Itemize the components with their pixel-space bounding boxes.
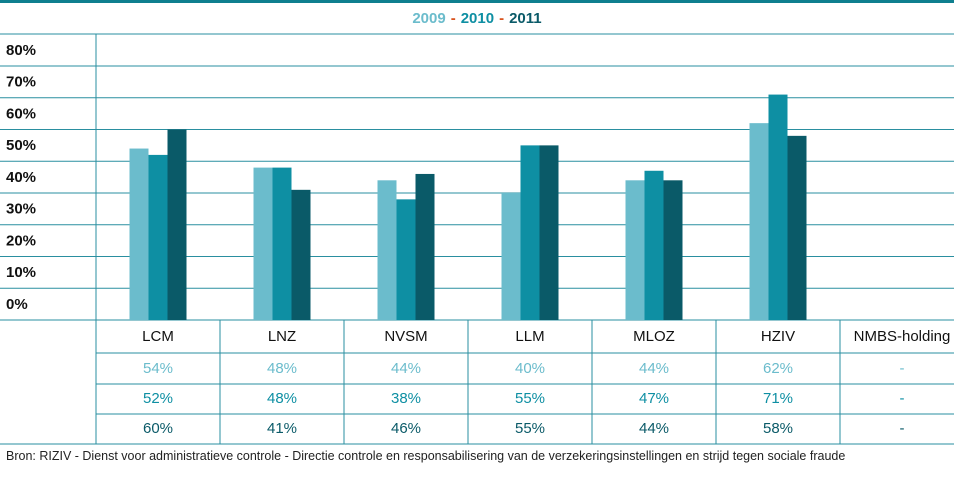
- y-tick-label: 0%: [6, 296, 28, 313]
- y-tick-label: 40%: [6, 169, 36, 186]
- value-label: 40%: [515, 360, 545, 377]
- value-label: 47%: [639, 390, 669, 407]
- value-label: 44%: [391, 360, 421, 377]
- y-tick-label: 10%: [6, 264, 36, 281]
- bar: [415, 173, 435, 320]
- y-tick-label: 50%: [6, 137, 36, 154]
- bar: [148, 154, 168, 320]
- legend-separator: -: [499, 10, 504, 27]
- value-label: 46%: [391, 420, 421, 437]
- bar: [644, 170, 664, 320]
- legend: 2009-2010-2011: [412, 10, 541, 27]
- x-tick-label: NVSM: [384, 328, 427, 345]
- y-tick-label: 70%: [6, 74, 36, 91]
- x-tick-label: NMBS-holding: [854, 328, 951, 345]
- x-tick-label: HZIV: [761, 328, 795, 345]
- value-label: 44%: [639, 360, 669, 377]
- value-label: 55%: [515, 390, 545, 407]
- bar: [129, 148, 149, 320]
- value-label: 55%: [515, 420, 545, 437]
- x-tick-label: LCM: [142, 328, 174, 345]
- bar: [749, 123, 769, 321]
- legend-entry: 2011: [509, 10, 542, 27]
- bar: [520, 145, 540, 320]
- value-label: -: [900, 390, 905, 407]
- y-tick-label: 30%: [6, 201, 36, 218]
- bar: [663, 180, 683, 320]
- value-label: 62%: [763, 360, 793, 377]
- value-label: -: [900, 420, 905, 437]
- y-tick-label: 60%: [6, 105, 36, 122]
- value-label: 44%: [639, 420, 669, 437]
- value-label: -: [900, 360, 905, 377]
- y-tick-label: 20%: [6, 232, 36, 249]
- legend-entry: 2010: [461, 10, 494, 27]
- bar: [396, 199, 416, 320]
- bar: [539, 145, 559, 320]
- value-label: 41%: [267, 420, 297, 437]
- value-label: 38%: [391, 390, 421, 407]
- top-rule: [0, 0, 954, 3]
- bar: [291, 189, 311, 320]
- x-tick-label: LNZ: [268, 328, 296, 345]
- legend-entry: 2009: [412, 10, 445, 27]
- bar: [787, 135, 807, 320]
- legend-separator: -: [451, 10, 456, 27]
- bar: [253, 167, 273, 320]
- value-label: 48%: [267, 390, 297, 407]
- chart: 2009-2010-20110%10%20%30%40%50%60%70%80%…: [0, 0, 954, 445]
- value-label: 71%: [763, 390, 793, 407]
- value-label: 58%: [763, 420, 793, 437]
- value-label: 60%: [143, 420, 173, 437]
- source: Bron: RIZIV - Dienst voor administratiev…: [6, 449, 846, 463]
- bar: [768, 94, 788, 320]
- x-tick-label: LLM: [515, 328, 544, 345]
- value-label: 48%: [267, 360, 297, 377]
- bar: [167, 129, 187, 320]
- bar: [272, 167, 292, 320]
- bar: [377, 180, 397, 320]
- y-tick-label: 80%: [6, 42, 36, 59]
- bar: [501, 193, 521, 320]
- value-label: 54%: [143, 360, 173, 377]
- x-tick-label: MLOZ: [633, 328, 675, 345]
- value-label: 52%: [143, 390, 173, 407]
- bar: [625, 180, 645, 320]
